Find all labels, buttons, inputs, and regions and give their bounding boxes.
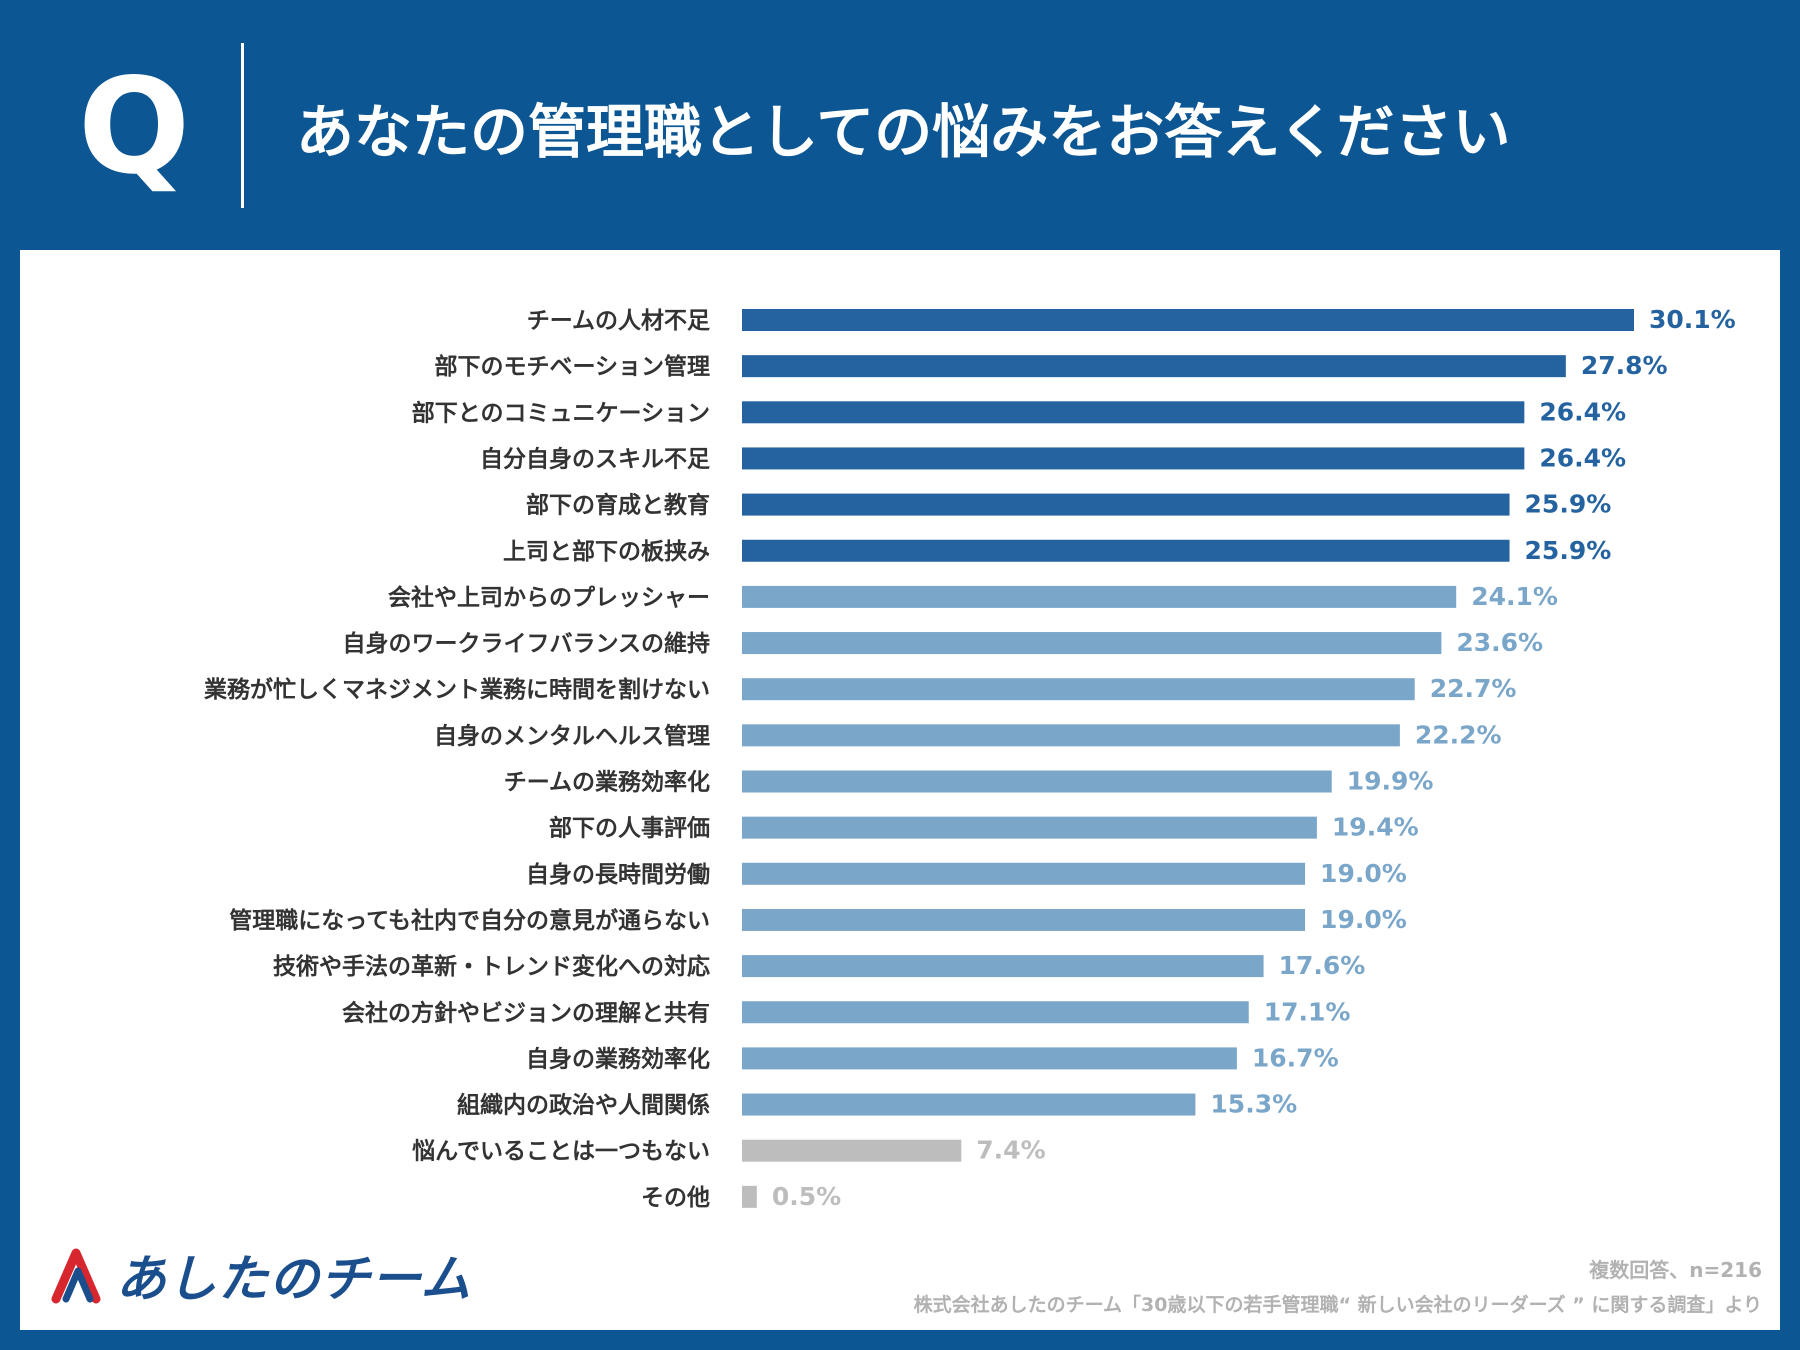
value-label: 22.7% xyxy=(1430,674,1517,703)
page-title: あなたの管理職としての悩みをお答えください xyxy=(296,98,1511,166)
bar xyxy=(742,401,1525,424)
bar xyxy=(742,678,1415,701)
q-label: Q xyxy=(78,50,191,204)
value-label: 26.4% xyxy=(1539,443,1626,472)
value-label: 27.8% xyxy=(1581,351,1668,380)
category-label: 部下の育成と教育 xyxy=(526,492,710,519)
bar xyxy=(742,309,1634,331)
value-label: 30.1% xyxy=(1649,305,1736,334)
bar xyxy=(742,539,1510,562)
chart-card: チームの人材不足 30.1% 部下のモチベーション管理 27.8% 部下とのコミュニケー… xyxy=(20,250,1780,1330)
category-label: 自身のワークライフバランスの維持 xyxy=(342,630,710,657)
value-label: 23.6% xyxy=(1456,628,1543,657)
value-label: 17.6% xyxy=(1279,951,1366,980)
sample-note: 複数回答、n=216 xyxy=(1589,1258,1762,1282)
category-label: 管理職になっても社内で自分の意見が通らない xyxy=(229,907,710,934)
category-label: 技術や手法の革新・トレンド変化への対応 xyxy=(273,953,710,980)
bar-chart: チームの人材不足 30.1% 部下のモチベーション管理 27.8% 部下とのコミュニケー… xyxy=(203,305,1736,1211)
bar xyxy=(742,493,1510,516)
value-label: 19.0% xyxy=(1320,905,1407,934)
category-label: 上司と部下の板挟み xyxy=(503,538,710,565)
bar xyxy=(742,1047,1237,1070)
category-label: 自身のメンタルヘルス管理 xyxy=(434,722,710,749)
header-divider xyxy=(241,43,244,208)
category-label: 部下とのコミュニケーション xyxy=(412,399,710,426)
bar xyxy=(742,1093,1196,1116)
value-label: 26.4% xyxy=(1539,397,1626,426)
bar xyxy=(742,724,1400,747)
value-label: 19.4% xyxy=(1332,813,1419,842)
bar xyxy=(742,632,1442,655)
category-label: 組織内の政治や人間関係 xyxy=(457,1092,710,1119)
category-label: チームの業務効率化 xyxy=(504,769,710,796)
value-label: 16.7% xyxy=(1252,1043,1339,1072)
category-label: 自身の長時間労働 xyxy=(526,861,710,888)
value-label: 22.2% xyxy=(1415,720,1502,749)
category-label: 悩んでいることは一つもない xyxy=(412,1139,710,1165)
bar xyxy=(742,770,1332,793)
bar xyxy=(742,585,1457,608)
category-label: 会社の方針やビジョンの理解と共有 xyxy=(342,999,710,1026)
bar xyxy=(742,447,1525,470)
brand-logo: あしたのチーム xyxy=(48,1240,472,1310)
header-banner: Q あなたの管理職としての悩みをお答えください xyxy=(0,0,1800,250)
logo-text: あしたのチーム xyxy=(116,1250,472,1308)
category-label: 部下の人事評価 xyxy=(549,815,710,842)
category-label: 会社や上司からのプレッシャー xyxy=(388,584,710,611)
category-label: 業務が忙しくマネジメント業務に時間を割けない xyxy=(203,676,710,703)
bar xyxy=(742,816,1317,839)
category-label: 部下のモチベーション管理 xyxy=(434,353,710,380)
bar xyxy=(742,355,1566,378)
value-label: 24.1% xyxy=(1471,582,1558,611)
category-label: チームの人材不足 xyxy=(527,308,710,334)
bar xyxy=(742,1185,757,1208)
value-label: 15.3% xyxy=(1210,1090,1297,1119)
category-label: 自身の業務効率化 xyxy=(526,1045,710,1072)
value-label: 25.9% xyxy=(1525,490,1612,519)
category-label: 自分自身のスキル不足 xyxy=(480,445,710,472)
value-label: 17.1% xyxy=(1264,997,1351,1026)
value-label: 19.0% xyxy=(1320,859,1407,888)
logo-icon xyxy=(51,1248,101,1304)
source-note: 株式会社あしたのチーム「30歳以下の若手管理職“ 新しい会社のリーダーズ ” に… xyxy=(913,1294,1762,1316)
bar xyxy=(742,955,1264,978)
bar xyxy=(742,908,1306,931)
bar xyxy=(742,1139,962,1162)
value-label: 19.9% xyxy=(1347,767,1434,796)
value-label: 7.4% xyxy=(976,1136,1045,1165)
bar xyxy=(742,862,1306,885)
category-label: その他 xyxy=(641,1185,710,1211)
value-label: 25.9% xyxy=(1525,536,1612,565)
bar xyxy=(742,1001,1249,1024)
value-label: 0.5% xyxy=(772,1182,841,1211)
